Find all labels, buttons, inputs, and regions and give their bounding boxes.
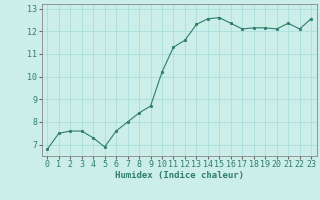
X-axis label: Humidex (Indice chaleur): Humidex (Indice chaleur) bbox=[115, 171, 244, 180]
